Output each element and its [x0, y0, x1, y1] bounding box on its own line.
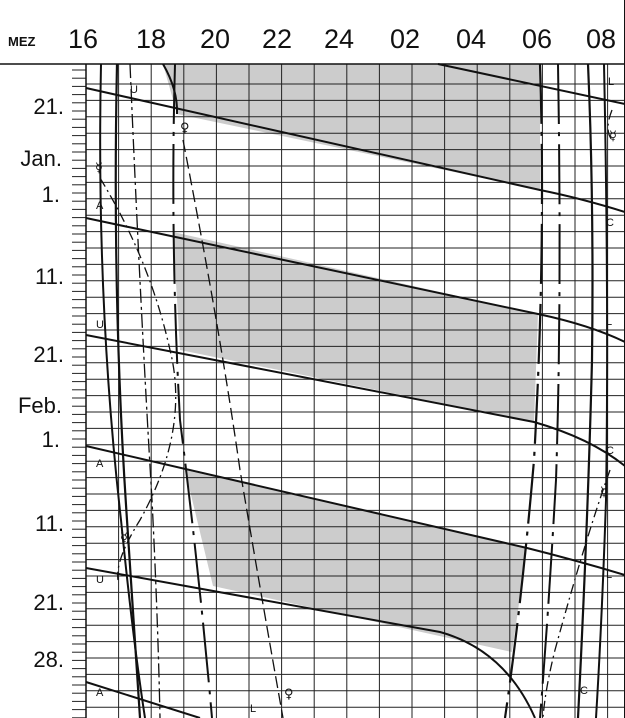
hour-labels: 16 18 20 22 24 02 04 06 08 — [68, 24, 616, 54]
dark-regions — [163, 64, 540, 652]
planet-curves — [99, 63, 613, 718]
date-label-feb-1: 1. — [42, 427, 60, 452]
label-c-2: C — [606, 445, 614, 457]
venus-symbol-2: ♀ — [284, 687, 294, 702]
label-u-2: U — [96, 319, 104, 331]
label-u-3: U — [96, 574, 104, 586]
hour-label-18: 18 — [136, 24, 166, 54]
label-l-bottom: L — [250, 703, 256, 715]
moon-line-top — [437, 63, 625, 105]
dark-edge-right — [503, 63, 544, 718]
dark-region-3 — [185, 470, 527, 652]
dark-edge-left-2 — [172, 63, 213, 718]
mercury-curve-right-2 — [542, 469, 611, 718]
mercury-symbol-1: ☿ — [95, 161, 103, 176]
sun-curves — [99, 63, 609, 718]
mercury-symbol-2: ☿ — [120, 531, 128, 546]
month-label-feb: Feb. — [18, 393, 62, 418]
label-a-1: A — [96, 200, 104, 212]
sunrise-curve — [576, 63, 594, 718]
label-u-1: U — [130, 84, 138, 96]
label-l-1: L — [608, 76, 614, 88]
label-c-3: C — [580, 685, 588, 697]
header-band — [0, 0, 625, 64]
curve-labels: U A U A U A L L C L C L C ♀ ♀ ☿ ☿ ☿ ☿ — [95, 76, 617, 715]
hour-label-20: 20 — [200, 24, 230, 54]
date-labels: 21. Jan. 1. 11. 21. Feb. 1. 11. 21. 28. — [18, 94, 64, 672]
date-label-feb-28: 28. — [33, 647, 64, 672]
mercury-symbol-3: ☿ — [609, 129, 617, 144]
uranus-curve — [129, 63, 161, 718]
date-label-jan-1: 1. — [42, 182, 60, 207]
month-label-jan: Jan. — [20, 146, 62, 171]
date-label-feb-21: 21. — [33, 590, 64, 615]
date-label-jan-21b: 21. — [33, 342, 64, 367]
hour-label-04: 04 — [456, 24, 486, 54]
sunset-curve-2 — [99, 63, 146, 718]
hour-label-08: 08 — [586, 24, 616, 54]
mercury-symbol-4: ☿ — [600, 485, 608, 500]
dark-region-1 — [163, 64, 540, 190]
label-a-3: A — [96, 687, 104, 699]
mercury-curve-right — [607, 109, 613, 141]
venus-curve — [182, 139, 284, 718]
sunset-curve — [114, 63, 142, 718]
dark-region-2 — [173, 232, 538, 422]
hour-label-24: 24 — [324, 24, 354, 54]
date-label-jan-21: 21. — [33, 94, 64, 119]
time-zone-label: MEZ — [8, 34, 36, 49]
dark-edge-right-2 — [539, 63, 561, 718]
date-label-feb-11: 11. — [35, 511, 64, 536]
hour-label-06: 06 — [522, 24, 552, 54]
sunrise-curve-2 — [595, 63, 609, 718]
label-l-3: L — [606, 569, 612, 581]
date-label-jan-11: 11. — [35, 264, 64, 289]
venus-symbol-1: ♀ — [180, 121, 190, 136]
hour-label-02: 02 — [390, 24, 420, 54]
moon-band-lines — [85, 63, 625, 718]
moon-line-3 — [85, 334, 625, 467]
label-a-2: A — [96, 458, 104, 470]
hour-label-16: 16 — [68, 24, 98, 54]
hour-label-22: 22 — [262, 24, 292, 54]
label-l-2: L — [606, 316, 612, 328]
label-c-1: C — [606, 217, 614, 229]
moon-line-4 — [85, 445, 625, 576]
moon-line-5 — [85, 567, 536, 718]
